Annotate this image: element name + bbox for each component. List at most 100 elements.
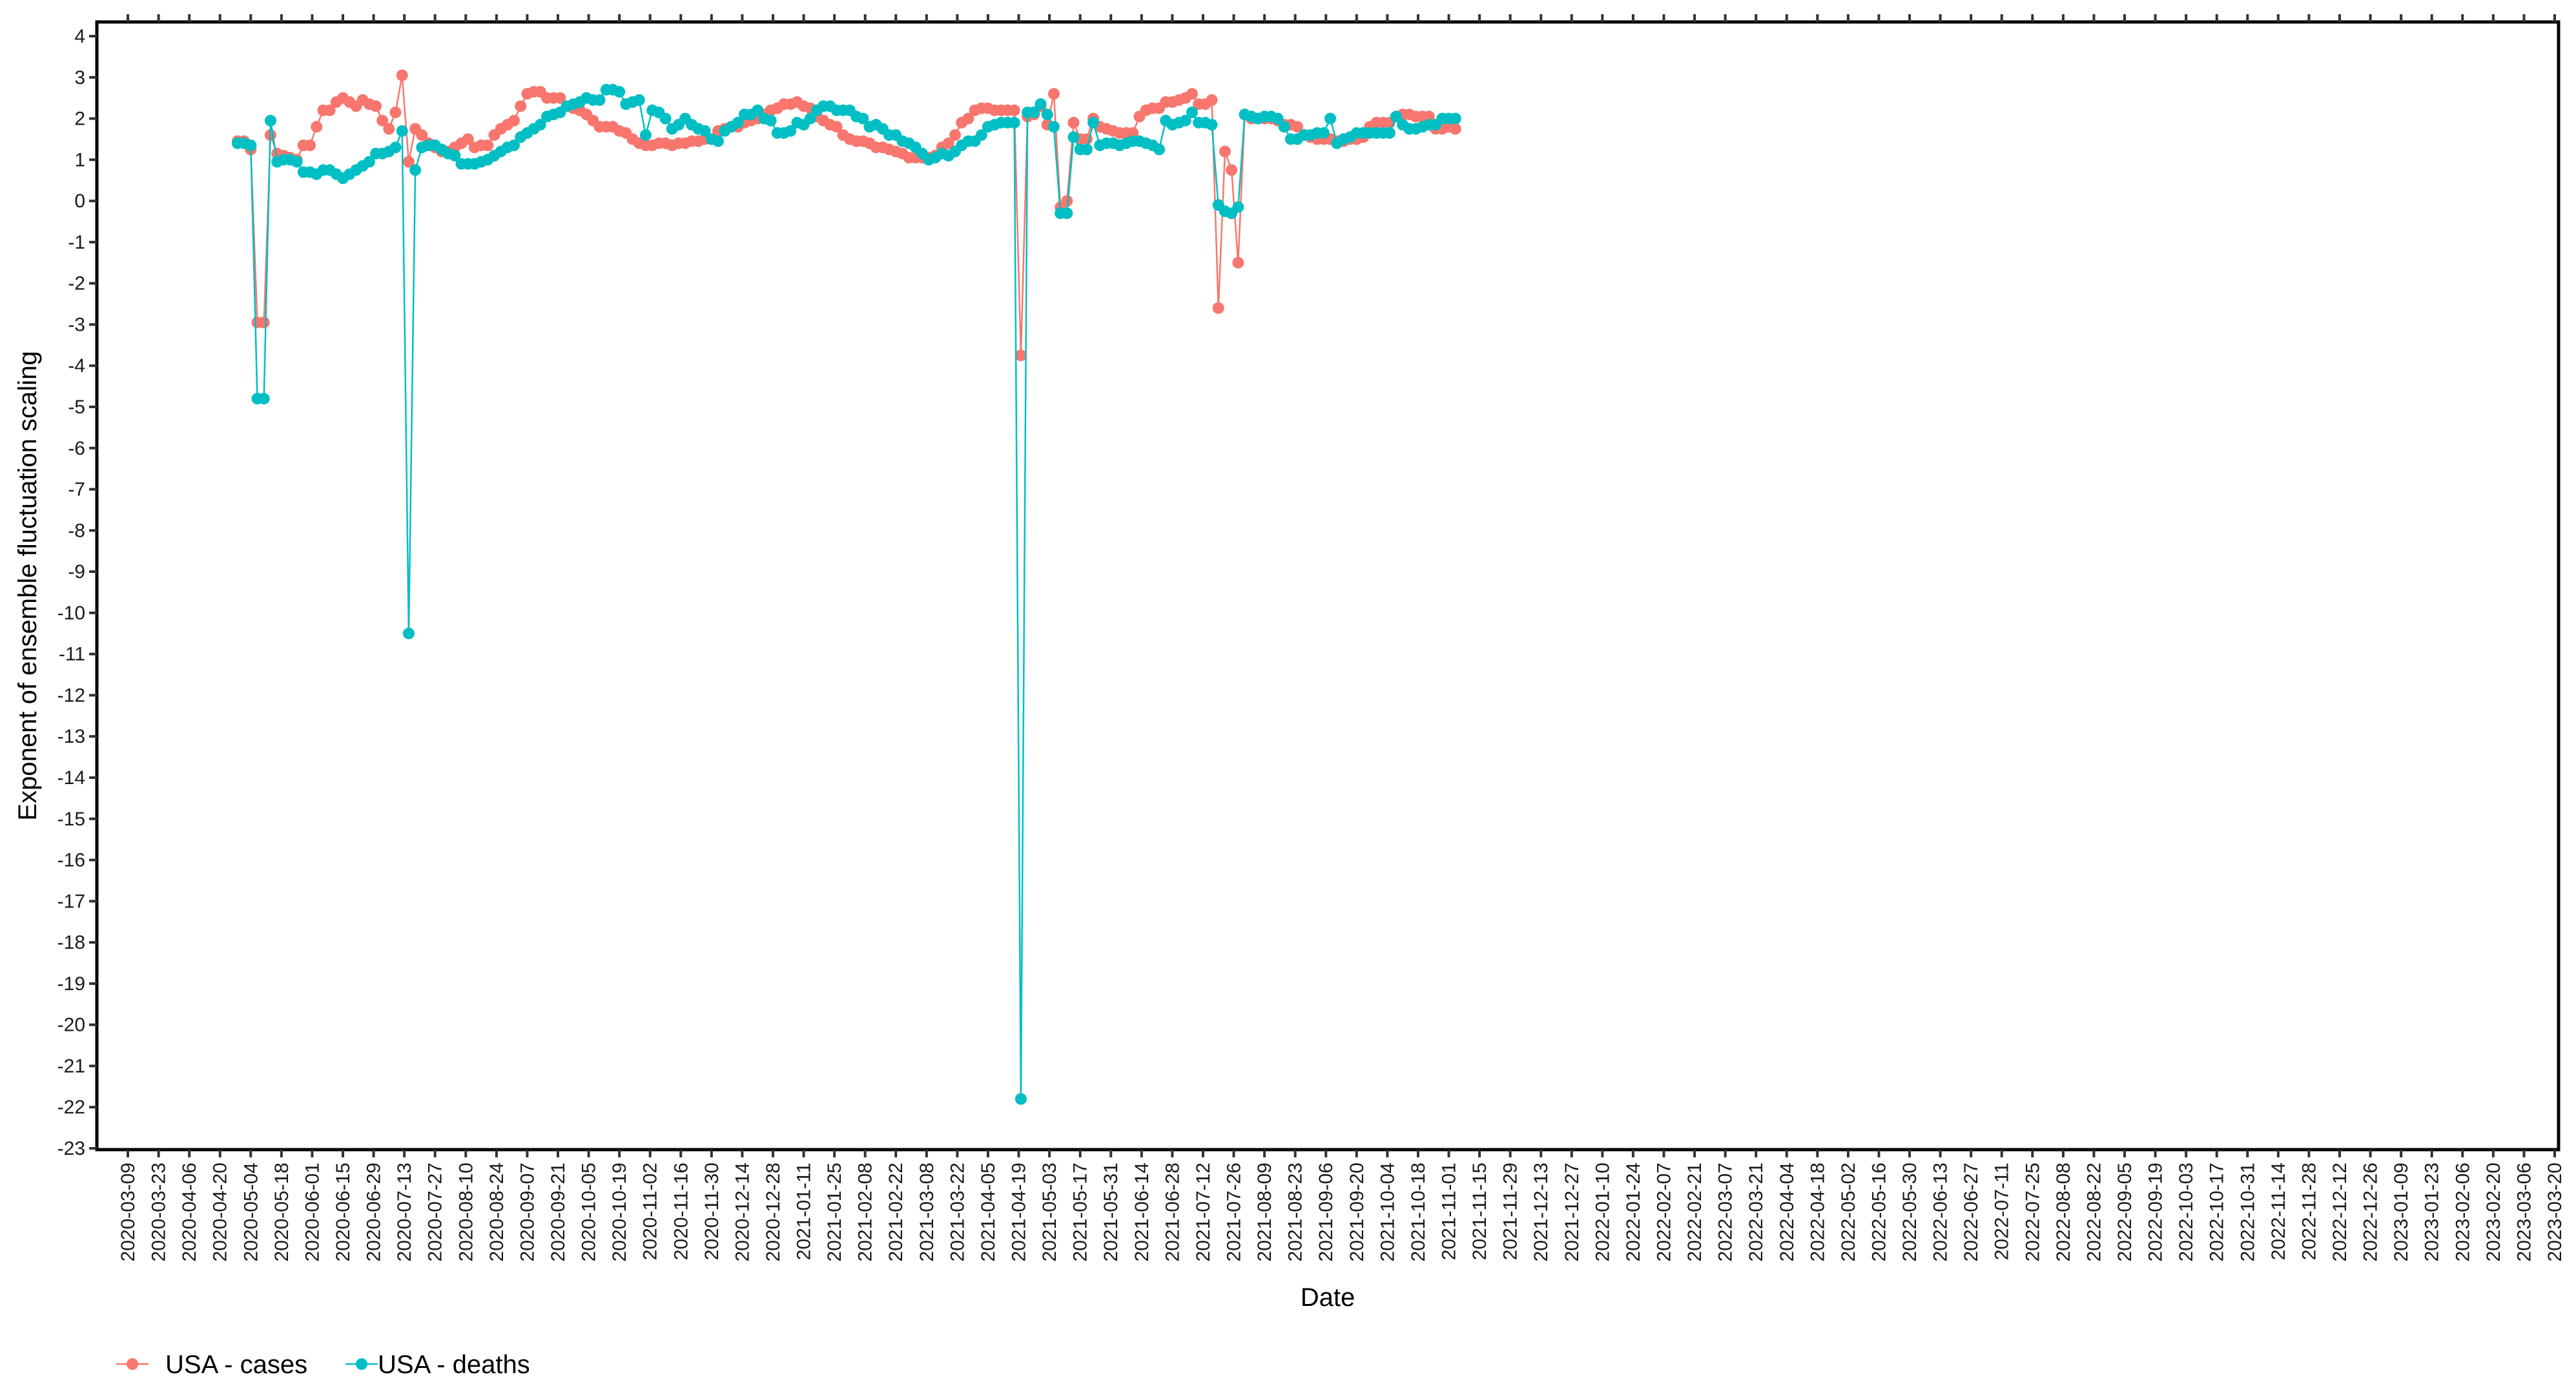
data-point [1008,116,1020,129]
y-tick-label: -15 [57,809,85,830]
data-point [949,129,961,141]
data-point [804,112,816,125]
x-tick-label: 2020-09-21 [548,1163,569,1261]
x-tick-label: 2022-11-14 [2268,1163,2289,1260]
data-point [258,393,270,405]
x-tick-label: 2022-06-27 [1961,1163,1982,1261]
series-layer [231,69,1461,1105]
x-tick-label: 2020-03-09 [118,1163,139,1261]
x-tick-label: 2023-02-06 [2452,1163,2473,1261]
x-tick-label: 2022-03-07 [1715,1163,1736,1261]
data-point [1206,119,1218,131]
data-point [449,150,461,161]
x-tick-label: 2022-12-12 [2329,1163,2351,1261]
x-tick-label: 2021-12-27 [1561,1163,1583,1261]
data-point [785,125,797,137]
legend-key-point [356,1358,367,1370]
y-tick-label: -21 [57,1055,85,1077]
y-tick-label: -9 [68,561,85,583]
x-tick-label: 2021-11-29 [1500,1163,1521,1260]
data-point [1179,114,1191,127]
x-tick-label: 2021-08-09 [1254,1163,1275,1261]
data-point [1219,145,1231,158]
data-point [1047,88,1060,100]
data-point [462,133,474,145]
data-point [1449,123,1461,135]
x-tick-label: 2021-05-17 [1070,1163,1091,1261]
x-tick-label: 2022-02-07 [1653,1163,1674,1261]
data-point [409,164,422,176]
data-point [376,114,389,127]
data-point [1061,195,1073,207]
data-point [1324,112,1336,125]
data-point [1067,116,1080,129]
x-axis-ticks: 2020-03-09 2020-03-23 2020-04-06 2020-04-20… [118,14,2566,1261]
x-tick-label: 2020-06-01 [302,1163,323,1261]
series-usa-deaths [231,83,1461,1105]
x-tick-label: 2020-05-04 [240,1163,262,1261]
y-tick-label: -23 [57,1138,85,1159]
data-point [370,100,382,112]
axes [95,20,2561,1152]
x-tick-label: 2021-09-20 [1346,1163,1368,1261]
y-tick-label: -22 [57,1097,85,1118]
data-point [1449,112,1461,125]
data-point [712,135,724,147]
data-point [699,125,711,137]
y-tick-label: -1 [68,232,85,253]
data-point [1232,256,1244,269]
y-tick-label: 0 [74,191,85,212]
data-point [363,156,375,168]
data-point [554,92,566,104]
x-tick-label: 2020-07-27 [425,1163,446,1261]
x-tick-label: 2021-11-15 [1469,1163,1490,1260]
y-tick-label: -16 [57,850,85,871]
x-tick-label: 2021-04-19 [1009,1163,1030,1261]
x-tick-label: 2022-07-25 [2022,1163,2043,1261]
data-point [396,69,408,81]
data-point [857,112,869,125]
y-tick-label: -14 [57,767,85,789]
x-tick-label: 2021-08-23 [1285,1163,1306,1261]
x-tick-label: 2020-05-18 [271,1163,293,1261]
x-tick-label: 2020-06-29 [364,1163,385,1261]
legend-label: USA - deaths [378,1350,530,1379]
data-point [593,94,606,106]
y-tick-label: 1 [74,149,85,171]
x-tick-label: 2022-10-03 [2176,1163,2197,1261]
x-tick-label: 2020-12-14 [732,1163,753,1261]
x-tick-label: 2021-05-31 [1100,1163,1122,1261]
y-tick-label: -10 [57,603,85,624]
x-tick-label: 2021-04-05 [978,1163,999,1261]
data-point [389,107,402,118]
x-tick-label: 2020-07-13 [394,1163,415,1261]
x-tick-label: 2020-09-07 [517,1163,538,1261]
x-tick-label: 2021-11-01 [1438,1163,1459,1260]
x-tick-label: 2020-10-05 [579,1163,600,1261]
x-tick-label: 2023-03-06 [2513,1163,2535,1261]
data-point [534,119,546,131]
data-point [830,121,843,133]
data-point [1080,143,1093,156]
x-tick-label: 2021-10-18 [1408,1163,1429,1261]
x-tick-label: 2021-07-12 [1193,1163,1214,1261]
x-tick-label: 2020-11-16 [670,1163,692,1260]
x-tick-label: 2020-04-20 [210,1163,231,1261]
data-point [942,137,954,149]
x-axis-title: Date [1301,1283,1355,1312]
x-tick-label: 2023-02-20 [2483,1163,2504,1261]
data-point [975,129,987,141]
data-point [752,104,764,116]
data-point [482,140,494,151]
x-tick-label: 2021-07-26 [1224,1163,1245,1261]
y-tick-label: -4 [68,355,85,377]
data-point [1212,302,1224,314]
x-tick-label: 2022-11-28 [2298,1163,2320,1260]
x-tick-label: 2021-01-11 [794,1163,815,1260]
data-point [1278,121,1290,133]
x-tick-label: 2020-10-19 [609,1163,630,1261]
x-tick-label: 2022-09-19 [2145,1163,2167,1261]
x-tick-label: 2020-11-02 [640,1163,661,1260]
